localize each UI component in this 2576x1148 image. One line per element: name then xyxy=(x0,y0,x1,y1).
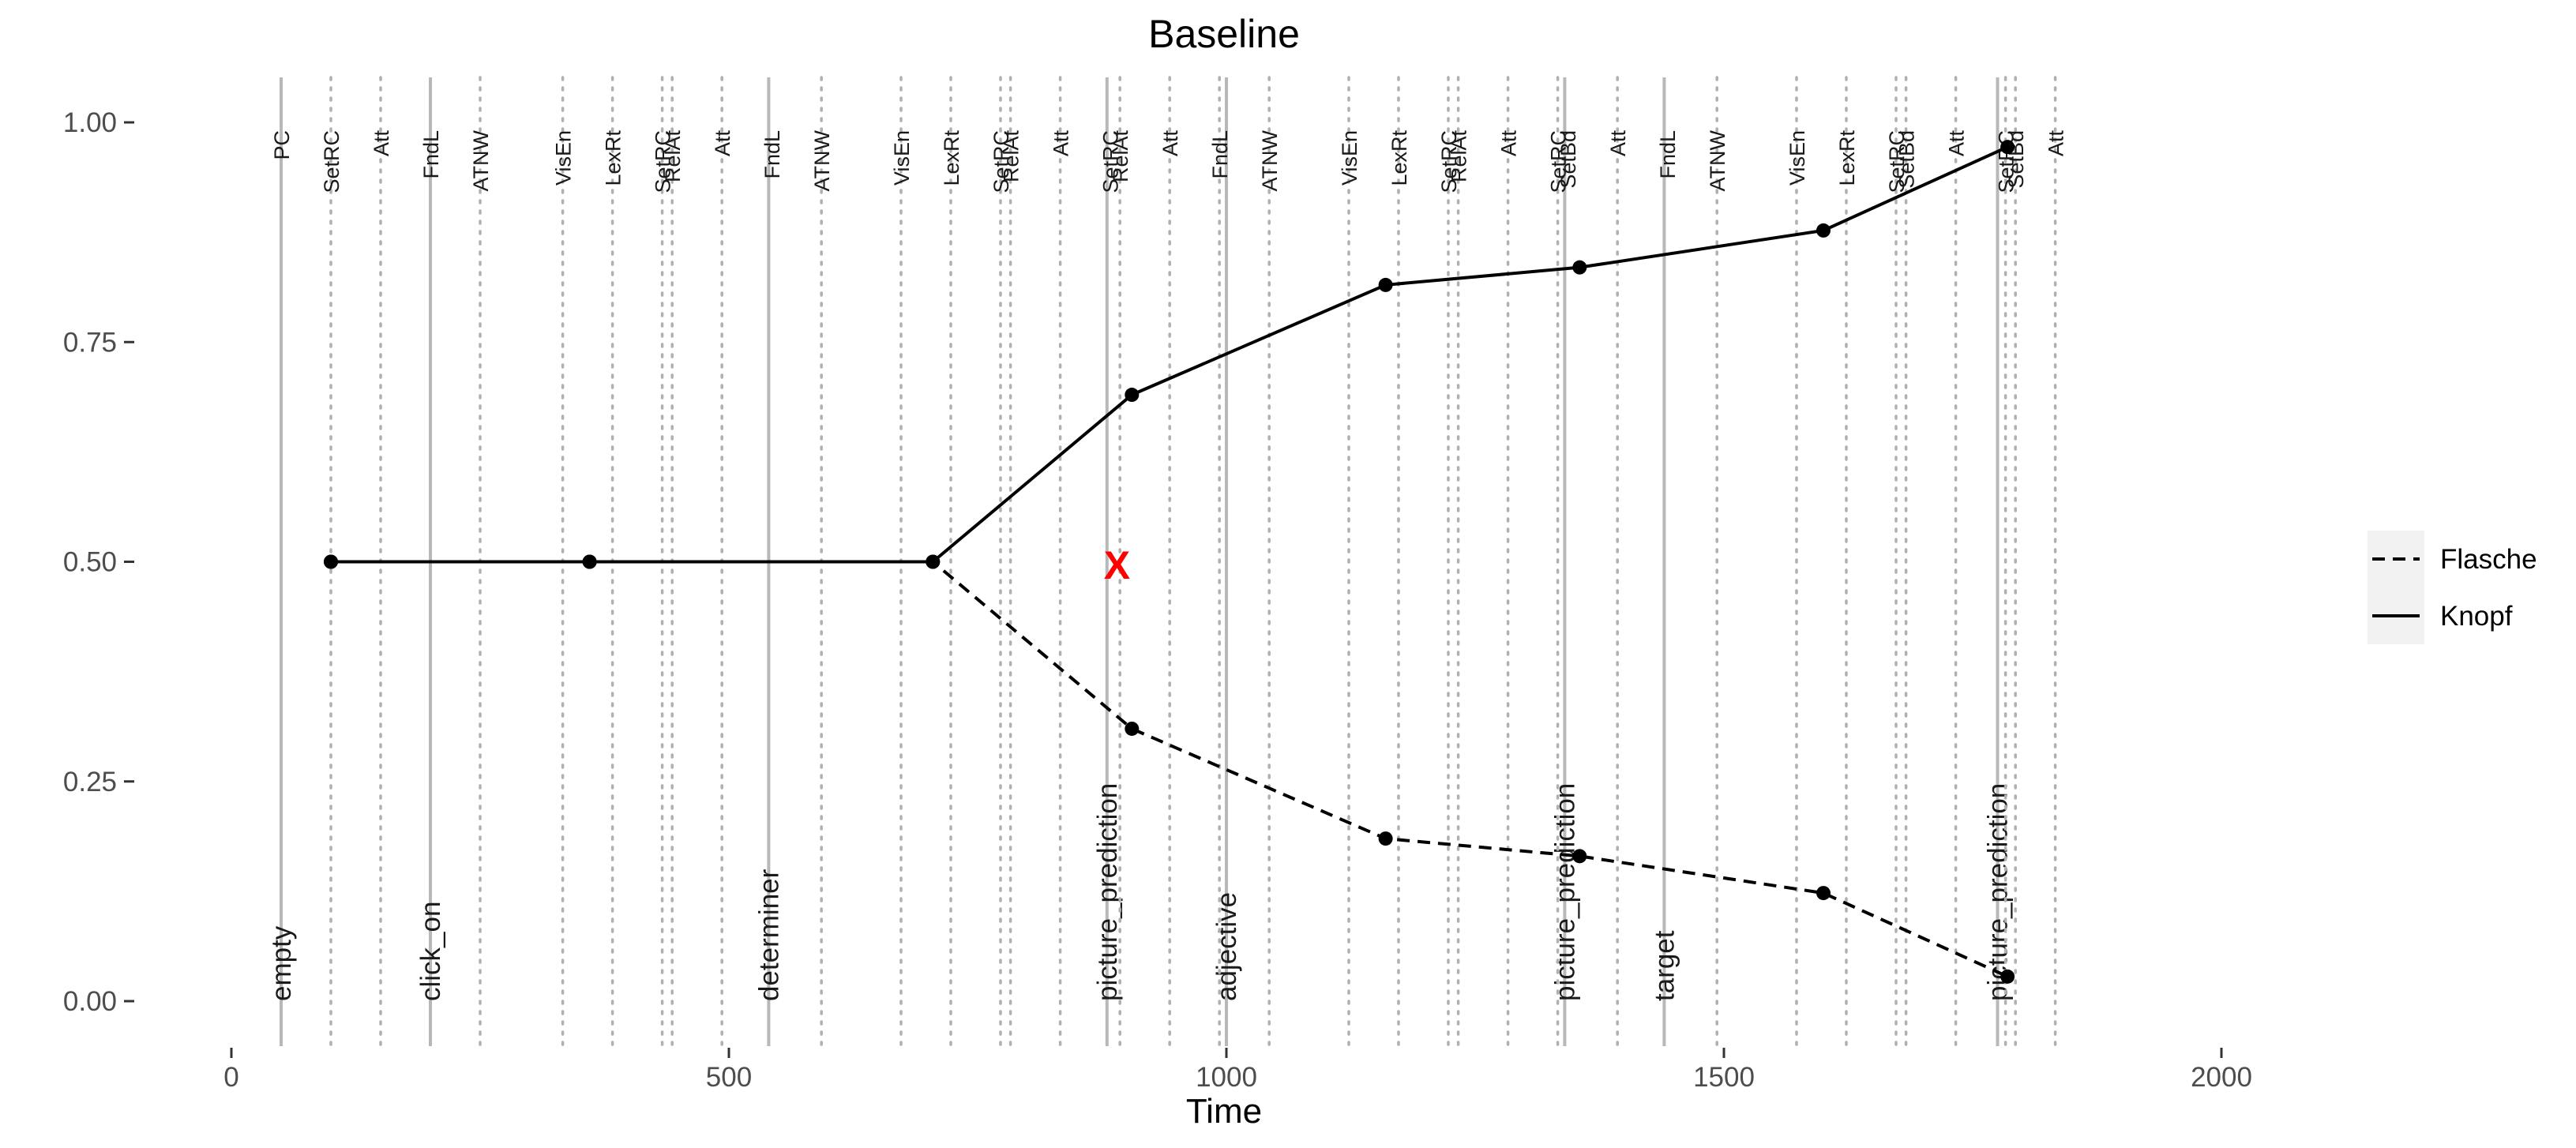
legend: Flasche Knopf xyxy=(2368,531,2537,644)
event-label: LexRt xyxy=(1835,130,1859,186)
phase-lines: empty click_on determiner picture_predictio… xyxy=(266,77,2014,1046)
event-label: SetRC xyxy=(1547,130,1571,193)
data-point xyxy=(2000,140,2015,155)
phase-label: target xyxy=(1649,930,1680,1001)
event-label: Att xyxy=(1945,130,1969,157)
marker-x-icon: X xyxy=(1104,543,1130,587)
legend-label: Flasche xyxy=(2440,544,2537,575)
phase-label: empty xyxy=(266,925,297,1001)
y-tick-label: 0.50 xyxy=(63,547,117,578)
phase-label: picture_prediction xyxy=(1549,783,1580,1001)
y-tick-label: 0.75 xyxy=(63,327,117,358)
series-line-knopf xyxy=(331,145,2008,564)
data-point xyxy=(1378,831,1393,846)
phase-label: adjective xyxy=(1211,892,1242,1001)
event-label: Att xyxy=(1050,130,1073,157)
event-label: Att xyxy=(1158,130,1182,157)
data-point xyxy=(324,554,338,569)
phase-label: determiner xyxy=(753,869,784,1001)
event-label: Att xyxy=(2045,130,2068,157)
event-label: RelAt xyxy=(1109,130,1132,183)
data-point xyxy=(582,554,597,569)
x-tick-label: 1500 xyxy=(1693,1062,1755,1093)
phase-label: click_on xyxy=(415,902,446,1001)
event-label: VisEn xyxy=(890,130,914,186)
event-label: Att xyxy=(370,130,393,157)
event-label: VisEn xyxy=(1786,130,1809,186)
event-label: FndL xyxy=(419,130,443,179)
event-label: FndL xyxy=(760,130,784,179)
y-tick-label: 1.00 xyxy=(63,107,117,138)
event-label: ATNW xyxy=(469,129,493,191)
event-label: ATNW xyxy=(1706,129,1729,191)
x-axis-title: Time xyxy=(1186,1092,1262,1131)
series-layer xyxy=(324,140,2015,984)
data-point xyxy=(1572,849,1587,864)
event-label: SetBd xyxy=(2004,130,2028,189)
data-point xyxy=(1378,277,1393,292)
x-tick-label: 2000 xyxy=(2191,1062,2252,1093)
event-label: SetRC xyxy=(320,130,344,193)
event-label: FndL xyxy=(1208,130,1232,179)
event-label: Att xyxy=(1606,130,1630,157)
event-label: LexRt xyxy=(602,130,625,186)
event-label: SetBd xyxy=(1556,130,1580,189)
event-label: FndL xyxy=(1656,130,1680,179)
event-label: ATNW xyxy=(810,129,834,191)
event-label: PC xyxy=(270,130,294,160)
event-label: LexRt xyxy=(1388,130,1411,186)
phase-label: picture_prediction xyxy=(1983,783,2014,1001)
phase-label: picture_prediction xyxy=(1092,783,1123,1001)
event-label: RelAt xyxy=(1448,130,1471,183)
data-point xyxy=(1816,886,1831,901)
marker-layer: X xyxy=(1104,543,1130,587)
x-tick-label: 500 xyxy=(706,1062,752,1093)
event-label: Att xyxy=(1497,130,1521,157)
y-tick-label: 0.25 xyxy=(63,767,117,797)
axes: 0.00 0.25 0.50 0.75 1.00 0 500 1000 1500 2000 xyxy=(63,107,2252,1093)
y-tick-label: 0.00 xyxy=(63,986,117,1017)
data-point xyxy=(926,554,941,569)
event-label: SetBd xyxy=(1895,130,1919,189)
data-point xyxy=(1125,721,1140,736)
event-label: VisEn xyxy=(552,130,576,186)
event-label: VisEn xyxy=(1338,130,1361,186)
event-label: ATNW xyxy=(1258,129,1282,191)
event-label: LexRt xyxy=(940,130,963,186)
event-label: RelAt xyxy=(661,130,685,183)
data-point xyxy=(1816,223,1831,238)
legend-label: Knopf xyxy=(2440,601,2513,632)
chart-title: Baseline xyxy=(1148,12,1300,56)
event-label: Att xyxy=(711,130,734,157)
data-point xyxy=(2000,969,2015,984)
data-point xyxy=(1125,388,1140,403)
x-tick-label: 0 xyxy=(223,1062,238,1093)
x-tick-label: 1000 xyxy=(1196,1062,1257,1093)
event-label: RelAt xyxy=(1000,130,1023,183)
data-point xyxy=(1572,260,1587,275)
